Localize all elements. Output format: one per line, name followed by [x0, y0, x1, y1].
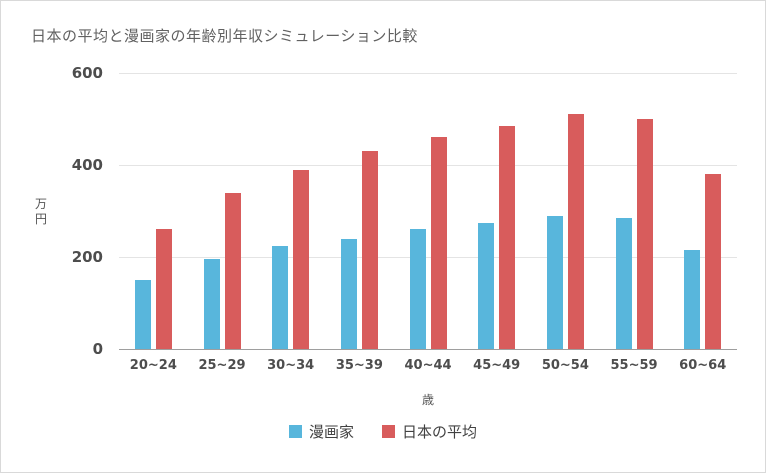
bar-漫画家: [340, 238, 357, 349]
bar-group: [394, 73, 463, 349]
x-tick-label: 40~44: [404, 358, 452, 373]
y-axis: 600 400 200 0: [1, 64, 103, 358]
bar-group: [668, 73, 737, 349]
bar-日本の平均: [430, 137, 447, 349]
x-tick-label: 35~39: [335, 358, 383, 373]
bar-日本の平均: [224, 192, 241, 349]
plot-area: [119, 73, 737, 350]
y-axis-title: 万円: [34, 197, 47, 226]
x-axis-line: [119, 349, 737, 350]
x-tick-label: 60~64: [679, 358, 727, 373]
bar-group: [188, 73, 257, 349]
chart-title: 日本の平均と漫画家の年齢別年収シミュレーション比較: [31, 27, 418, 45]
legend-item: 漫画家: [288, 421, 354, 442]
legend-swatch-icon: [382, 425, 395, 438]
x-tick-label: 55~59: [610, 358, 658, 373]
y-tick-label: 600: [71, 64, 103, 82]
bar-漫画家: [134, 280, 151, 349]
x-tick-label: 45~49: [473, 358, 521, 373]
legend-item: 日本の平均: [382, 421, 477, 442]
y-tick-label: 200: [71, 248, 103, 266]
bar-group: [462, 73, 531, 349]
bar-group: [119, 73, 188, 349]
bar-日本の平均: [705, 174, 722, 349]
bar-漫画家: [272, 245, 289, 349]
bar-日本の平均: [155, 229, 172, 349]
bar-漫画家: [203, 259, 220, 349]
legend-label: 日本の平均: [402, 423, 478, 441]
legend-label: 漫画家: [308, 423, 354, 441]
bar-group: [531, 73, 600, 349]
bar-group: [325, 73, 394, 349]
legend-swatch-icon: [288, 425, 302, 438]
bar-group: [600, 73, 669, 349]
bar-漫画家: [478, 222, 495, 349]
x-axis-title: 歳: [421, 393, 434, 407]
x-tick-label: 25~29: [198, 358, 246, 373]
y-tick-label: 0: [92, 340, 103, 358]
bar-group: [256, 73, 325, 349]
legend: 漫画家 日本の平均: [1, 421, 765, 442]
bar-漫画家: [615, 217, 632, 349]
x-tick-label: 50~54: [541, 358, 589, 373]
bar-漫画家: [684, 250, 701, 349]
bar-日本の平均: [636, 119, 653, 349]
bar-日本の平均: [567, 114, 584, 349]
bar-漫画家: [409, 229, 426, 349]
x-tick-label: 30~34: [267, 358, 315, 373]
bar-日本の平均: [361, 151, 378, 349]
bar-漫画家: [546, 215, 563, 349]
bar-日本の平均: [293, 169, 310, 349]
x-labels: 20~24 25~29 30~34 35~39 40~44 45~49 50~54 55~59…: [119, 358, 737, 373]
bar-日本の平均: [499, 125, 516, 349]
y-tick-label: 400: [71, 155, 103, 174]
x-tick-label: 20~24: [129, 358, 177, 373]
